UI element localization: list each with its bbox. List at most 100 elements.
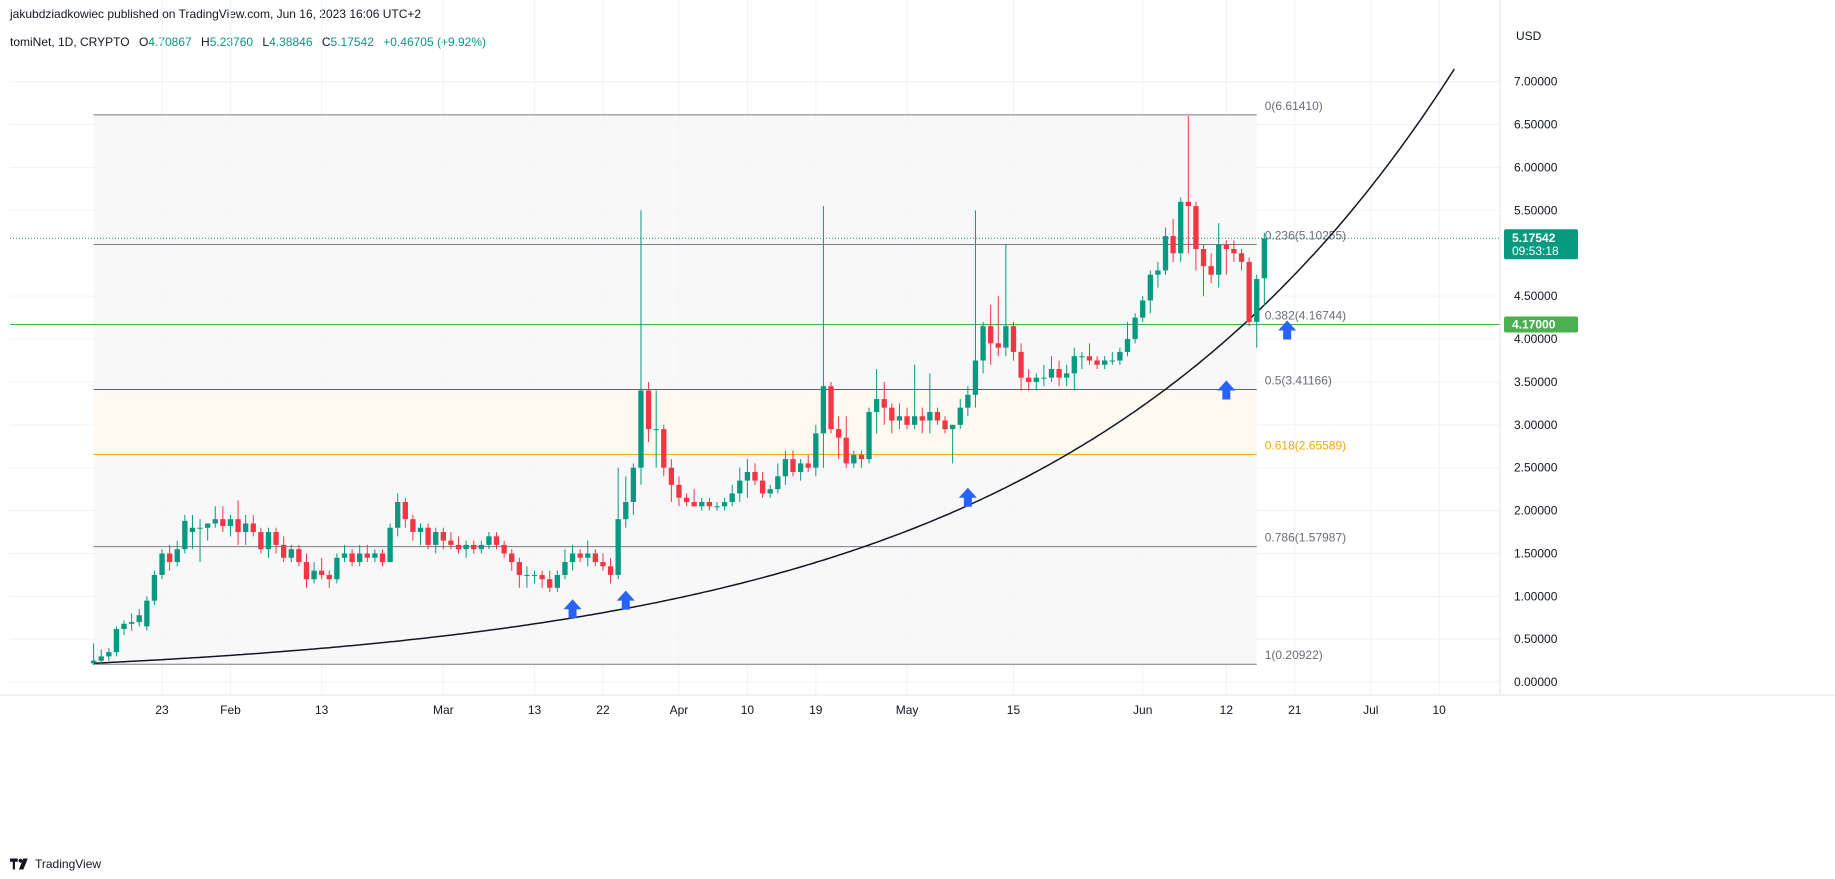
candle [775,463,781,494]
candle-body [782,459,789,477]
candle-body [615,519,621,575]
candle-body [463,544,469,550]
candle [151,570,158,605]
candle [904,407,910,430]
candle-body [965,394,971,408]
candle [691,489,697,507]
candle-body [509,553,515,563]
candle-body [395,502,401,528]
candle [204,523,211,541]
candle-body [486,536,492,545]
line-price-text: 4.17000 [1512,317,1556,331]
candle [1254,274,1260,348]
candle [866,407,872,464]
candle-body [592,553,599,563]
candle-body [364,553,370,558]
candle [988,304,994,365]
fib-lines: 0(6.61410) 0.236(5.10255) 0.382(4.16744) 0.… [10,99,1500,665]
candle-body [1132,317,1138,340]
fib-label: 0(6.61410) [1265,99,1323,113]
x-tick-label: 19 [809,703,823,717]
candle-body [1041,377,1047,379]
candle-body [1254,279,1260,322]
candle [797,459,804,481]
candle [144,596,150,631]
candle-body [972,360,979,395]
candle-body [980,326,986,361]
candle-body [136,615,142,623]
candle-body [288,549,294,558]
candle-body [113,628,120,653]
candle [1238,248,1245,271]
candle [972,210,979,408]
x-tick-label: Jun [1133,703,1152,717]
candle [288,544,294,563]
candle [1185,116,1191,254]
brand-footer[interactable]: TradingView [10,857,101,871]
candle [1064,364,1070,387]
last-price-badge [1504,229,1578,260]
candle-body [1010,326,1017,352]
trend-curve-layer [93,68,1456,665]
candle-body [1048,369,1055,378]
candle [1231,240,1237,262]
candle [341,544,348,563]
candle-body [904,416,910,425]
candle-body [988,326,994,344]
candle [1026,369,1032,391]
candle-body [250,523,256,533]
candle-body [501,544,507,554]
x-tick-label: Mar [433,703,454,717]
candle [1170,218,1176,262]
candle [1147,270,1153,314]
candle [1117,347,1123,365]
candle-body [585,553,591,558]
candle [182,514,188,554]
candle [911,364,918,430]
candle-body [714,506,720,508]
candle [478,540,484,554]
candle [942,416,948,434]
candle [965,386,971,417]
candle [227,514,234,537]
candle-body [759,480,766,494]
candle [1155,261,1161,288]
candle-body [554,574,561,588]
candle-body [372,553,378,558]
y-tick-label: 2.50000 [1514,461,1558,475]
candle [744,459,751,498]
trend-curve [93,68,1456,665]
candle-body [1056,369,1062,378]
candle [1094,356,1100,370]
candle [113,626,120,657]
y-tick-label: 1.00000 [1514,589,1558,603]
y-tick-label: 0.50000 [1514,632,1558,646]
candle [638,210,644,485]
candle [235,500,241,545]
candle [440,527,446,550]
candle [1033,373,1039,391]
candle-body [440,532,446,541]
candle [1010,321,1017,361]
candle [645,381,652,442]
countdown-text: 09:53:18 [1512,244,1559,258]
fib-band [93,114,1257,245]
candle-body [471,544,477,550]
candle-body [661,429,667,468]
candle-body [828,386,834,430]
candle-body [866,411,872,460]
candle [1132,313,1138,344]
candle [493,532,500,550]
candle-body [653,429,659,431]
candle-body [121,623,127,629]
fib-bands [93,114,1257,665]
candle [128,613,135,631]
candle [949,424,956,464]
candle-body [1231,248,1237,254]
candle-body [1018,351,1024,378]
candle [835,416,842,460]
candle-body [159,553,165,575]
candle-body [744,471,751,481]
candle [1041,364,1047,387]
